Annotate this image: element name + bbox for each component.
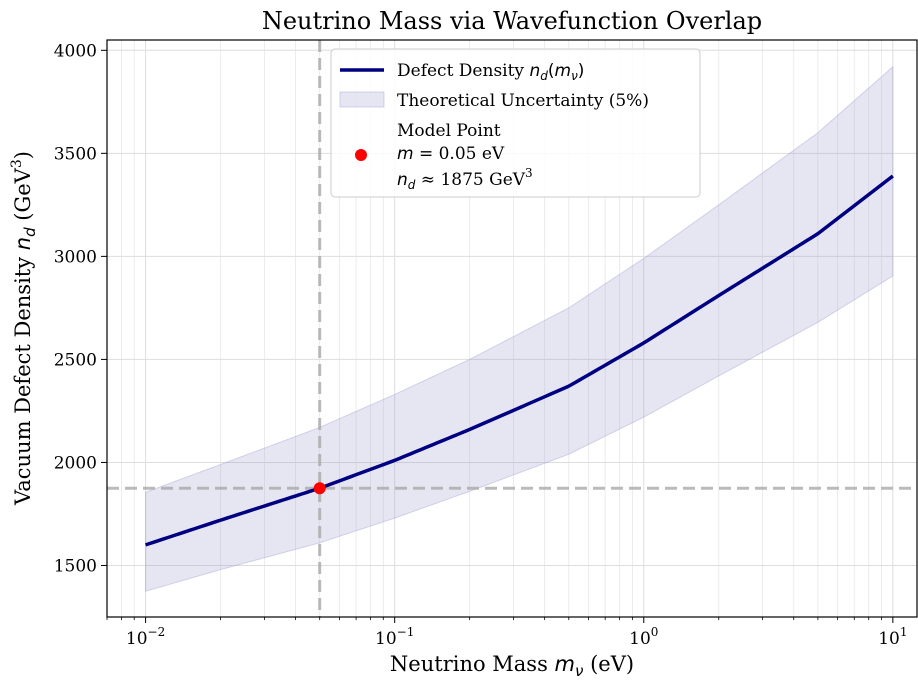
legend-box bbox=[330, 48, 701, 198]
uncertainty-band-layer bbox=[145, 65, 894, 592]
plot-frame bbox=[106, 39, 918, 618]
x-tick-label: 10−1 bbox=[375, 625, 414, 649]
x-tick-label: 101 bbox=[878, 625, 907, 649]
legend: Defect Density nd(mν) Theoretical Uncert… bbox=[330, 48, 701, 198]
y-tick-label: 2500 bbox=[54, 350, 97, 370]
y-tick-label: 1500 bbox=[54, 556, 97, 576]
x-tick-label: 100 bbox=[629, 625, 658, 649]
legend-point-marker bbox=[355, 149, 367, 161]
reference-lines-layer bbox=[107, 40, 917, 617]
x-axis-label: Neutrino Mass mν (eV) bbox=[390, 652, 634, 680]
chart-title: Neutrino Mass via Wavefunction Overlap bbox=[262, 7, 762, 35]
defect-density-line bbox=[145, 174, 894, 547]
y-axis-label: Vacuum Defect Density nd (GeV3) bbox=[9, 151, 39, 506]
series-layer bbox=[145, 174, 894, 547]
legend-point-label-line3: nd ≈ 1875 GeV3 bbox=[397, 166, 533, 192]
y-tick-label: 4000 bbox=[54, 41, 97, 61]
uncertainty-band bbox=[145, 65, 894, 592]
legend-band-swatch bbox=[339, 91, 385, 108]
model-point-layer bbox=[313, 482, 326, 495]
y-tick-label: 3000 bbox=[54, 247, 97, 267]
legend-point-label-line1: Model Point bbox=[397, 121, 501, 141]
model-point-marker bbox=[313, 482, 326, 495]
axis-ticks: 10−2 10−1 100 101 1500 2000 2500 3000 3500 4000 bbox=[54, 41, 908, 649]
y-tick-label: 2000 bbox=[54, 453, 97, 473]
x-tick-label: 10−2 bbox=[126, 625, 165, 649]
y-tick-label: 3500 bbox=[54, 144, 97, 164]
legend-point-label-line2: m = 0.05 eV bbox=[397, 144, 505, 164]
legend-series-label: Defect Density nd(mν) bbox=[397, 61, 584, 83]
legend-band-label: Theoretical Uncertainty (5%) bbox=[397, 91, 649, 111]
